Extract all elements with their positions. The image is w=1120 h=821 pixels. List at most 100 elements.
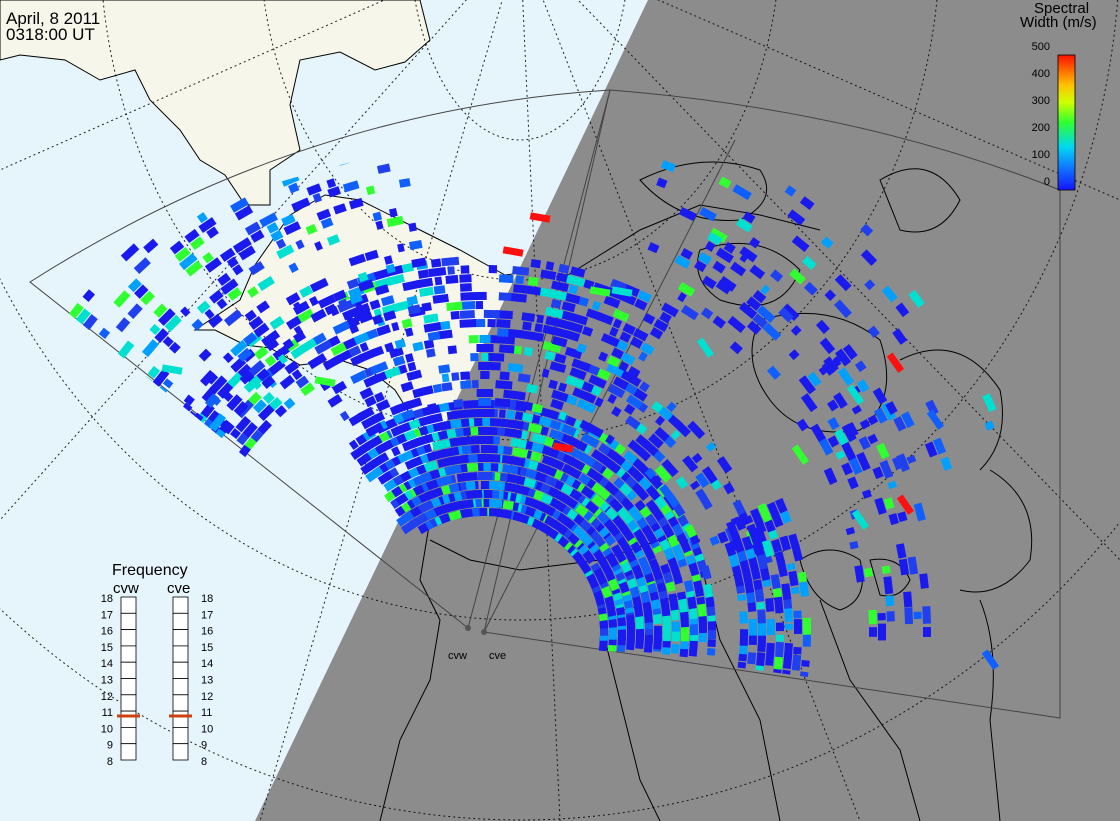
backscatter-cell: [761, 539, 775, 558]
frequency-tick-right: 15: [201, 642, 213, 654]
backscatter-cell: [743, 514, 754, 525]
backscatter-cell: [342, 180, 360, 193]
frequency-cell: [172, 596, 189, 614]
backscatter-cell: [348, 323, 360, 334]
backscatter-cell: [247, 286, 259, 298]
backscatter-cell: [612, 308, 630, 323]
backscatter-cell: [904, 607, 914, 625]
backscatter-cell: [407, 361, 417, 372]
backscatter-cell: [374, 391, 385, 403]
backscatter-cell: [398, 178, 411, 188]
backscatter-cell: [363, 373, 381, 388]
backscatter-cell: [730, 261, 747, 277]
backscatter-cell: [434, 276, 443, 286]
backscatter-cell: [209, 413, 227, 432]
backscatter-cell: [824, 289, 837, 302]
backscatter-cell: [198, 217, 217, 234]
frequency-cell: [172, 694, 189, 712]
backscatter-cell: [462, 400, 474, 409]
backscatter-cell: [223, 309, 243, 327]
backscatter-cell: [767, 365, 781, 380]
backscatter-cell: [878, 623, 886, 641]
backscatter-cell: [718, 176, 732, 189]
backscatter-cell: [427, 403, 438, 413]
backscatter-cell: [913, 611, 922, 620]
backscatter-cell: [837, 367, 855, 386]
backscatter-cell: [748, 618, 758, 636]
frequency-tick-left: 14: [101, 658, 113, 670]
timestamp-header: April, 8 2011 0318:00 UT: [6, 9, 100, 44]
backscatter-cell: [523, 346, 534, 357]
backscatter-cell: [739, 629, 749, 646]
backscatter-cell: [687, 420, 706, 440]
backscatter-cell: [570, 266, 586, 278]
backscatter-cell: [775, 622, 785, 632]
backscatter-cell: [753, 579, 763, 591]
backscatter-cell: [802, 630, 812, 647]
backscatter-cell: [226, 394, 243, 411]
backscatter-cell: [506, 410, 516, 420]
backscatter-cell: [232, 237, 252, 254]
backscatter-cell: [624, 475, 638, 489]
frequency-tick-right: 14: [201, 658, 213, 670]
backscatter-cell: [400, 517, 420, 535]
backscatter-cell: [417, 522, 429, 535]
backscatter-cell: [295, 239, 305, 250]
site-cve-label: cve: [489, 650, 506, 662]
backscatter-cell: [923, 627, 931, 637]
backscatter-cell: [841, 462, 853, 476]
backscatter-cell: [185, 260, 203, 277]
backscatter-cell: [376, 324, 391, 337]
backscatter-cell: [578, 473, 592, 486]
backscatter-cell: [932, 437, 947, 455]
backscatter-cell: [257, 275, 275, 291]
backscatter-cell: [800, 393, 818, 413]
backscatter-cell: [863, 567, 874, 578]
backscatter-cell: [348, 197, 364, 210]
backscatter-cell: [746, 523, 758, 537]
backscatter-cell: [293, 301, 303, 312]
backscatter-cell: [701, 466, 718, 484]
backscatter-cell: [401, 318, 413, 329]
backscatter-cell: [427, 331, 441, 342]
backscatter-cell: [527, 276, 539, 287]
backscatter-cell: [486, 352, 505, 362]
backscatter-cell: [559, 493, 570, 504]
backscatter-cell: [572, 387, 591, 401]
backscatter-cell: [274, 405, 288, 418]
backscatter-cell: [190, 236, 205, 251]
backscatter-cell: [282, 338, 295, 350]
backscatter-cell: [460, 265, 470, 274]
backscatter-cell: [718, 275, 737, 292]
backscatter-cell: [788, 349, 800, 361]
backscatter-cell: [677, 558, 688, 568]
backscatter-cell: [363, 367, 374, 378]
backscatter-cell: [733, 515, 747, 531]
backscatter-cell: [739, 246, 758, 263]
frequency-tick-right: 8: [201, 756, 207, 768]
colorbar-tick-label: 500: [1032, 41, 1050, 53]
backscatter-cell: [201, 386, 217, 403]
backscatter-cell: [707, 639, 716, 648]
backscatter-cell: [667, 516, 679, 528]
backscatter-cell: [351, 332, 370, 346]
backscatter-cell: [291, 197, 311, 212]
backscatter-cell: [283, 397, 296, 410]
backscatter-cell: [494, 398, 511, 408]
backscatter-cell: [823, 467, 838, 485]
backscatter-cell: [82, 289, 96, 302]
backscatter-cell: [220, 278, 239, 295]
backscatter-cell: [555, 460, 565, 471]
backscatter-cell: [206, 226, 219, 239]
backscatter-cell: [487, 498, 503, 509]
backscatter-cell: [369, 299, 381, 310]
backscatter-cell: [845, 527, 856, 536]
backscatter-cell: [669, 598, 679, 611]
backscatter-cell: [545, 316, 560, 327]
frequency-tick-right: 16: [201, 626, 213, 638]
backscatter-cell: [233, 401, 249, 417]
backscatter-cell: [534, 323, 544, 333]
backscatter-cell: [625, 394, 644, 410]
backscatter-cell: [297, 308, 315, 323]
backscatter-cell: [600, 333, 620, 348]
